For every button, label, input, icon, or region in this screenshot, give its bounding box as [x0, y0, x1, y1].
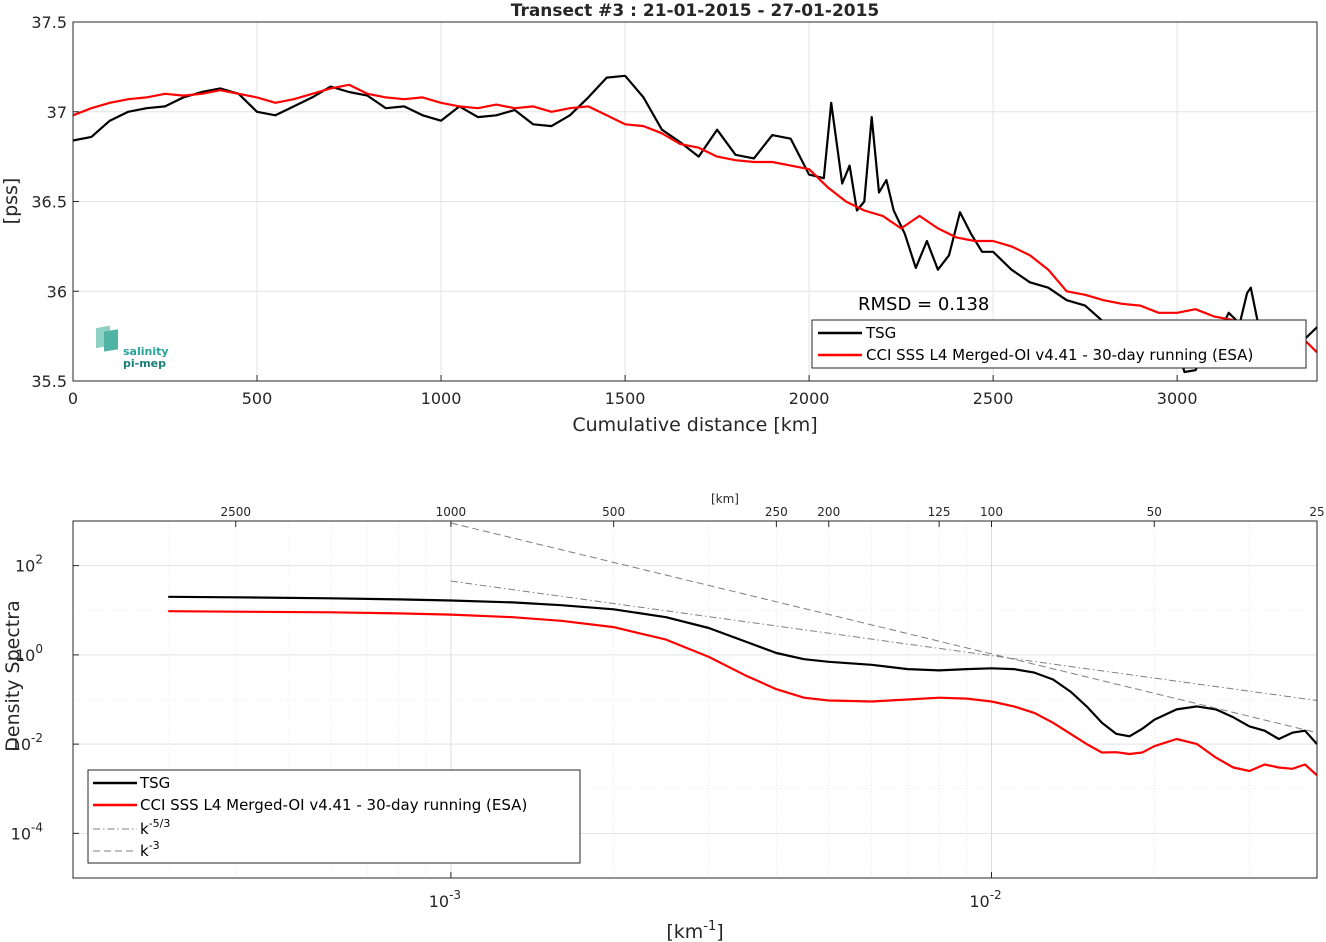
bottom-x-axis-label: [km-1]: [666, 919, 723, 942]
bottom-top-tick-label: 1000: [436, 505, 467, 519]
bottom-top-tick-label: 500: [602, 505, 625, 519]
bottom-legend-label-k53: k-5/3: [140, 817, 170, 838]
density-spectra-chart: 10-3 10-2 10-4 10-2 100 102 2500 1000 500 250 20…: [2, 492, 1325, 942]
top-x-tick-label: 1500: [605, 389, 646, 408]
bottom-top-tick-label: 2500: [220, 505, 251, 519]
top-y-ticks: 35.5 36 36.5 37 37.5: [31, 13, 79, 391]
k53-exp: -5/3: [149, 817, 171, 830]
bottom-legend: TSG CCI SSS L4 Merged-OI v4.41 - 30-day …: [87, 769, 581, 864]
top-chart-title: Transect #3 : 21-01-2015 - 27-01-2015: [511, 1, 880, 21]
bottom-series-group: [168, 522, 1318, 777]
salinity-pi-mep-logo: salinity pi-mep: [96, 325, 169, 370]
logo-text-salinity: salinity: [123, 345, 169, 358]
bottom-y-tick-label: 10-2: [11, 731, 43, 754]
rmsd-annotation: RMSD = 0.138: [858, 294, 989, 315]
bottom-x-label-end: ]: [716, 921, 723, 942]
bottom-x-label-main: [km: [666, 921, 703, 942]
bottom-y-axis-label: Density Spectra: [2, 600, 24, 751]
top-x-tick-label: 0: [68, 389, 78, 408]
top-y-tick-label: 36: [47, 282, 67, 301]
top-legend-label-tsg: TSG: [865, 324, 896, 342]
bottom-top-axis-ticks: 2500 1000 500 250 200 125 100 50 25: [220, 505, 1325, 527]
top-axis-km-label: [km]: [711, 492, 739, 506]
top-series-cci-line: [72, 83, 1318, 354]
bottom-top-tick-label: 50: [1147, 505, 1162, 519]
top-x-tick-label: 2000: [789, 389, 830, 408]
bottom-legend-label-cci: CCI SSS L4 Merged-OI v4.41 - 30-day runn…: [140, 796, 527, 814]
bottom-top-tick-label: 25: [1309, 505, 1324, 519]
top-x-axis-label: Cumulative distance [km]: [572, 414, 817, 436]
top-legend: TSG CCI SSS L4 Merged-OI v4.41 - 30-day …: [811, 319, 1307, 369]
bottom-x-ticks: 10-3 10-2: [429, 872, 1002, 911]
bottom-series-k53-line: [450, 580, 1318, 701]
bottom-x-tick-label: 10-3: [429, 888, 461, 911]
top-y-tick-label: 37.5: [31, 13, 67, 32]
top-y-tick-label: 36.5: [31, 193, 67, 212]
k3-exp: -3: [149, 839, 160, 852]
bottom-x-label-sup: -1: [703, 919, 716, 934]
bottom-series-tsg-line: [168, 595, 1318, 745]
bottom-series-cci-line: [168, 610, 1318, 777]
top-x-tick-label: 2500: [973, 389, 1014, 408]
top-legend-box: [811, 319, 1307, 369]
bottom-legend-label-k3: k-3: [140, 839, 160, 860]
bottom-top-tick-label: 100: [980, 505, 1003, 519]
bottom-series-k3-line: [450, 522, 1318, 734]
bottom-top-tick-label: 125: [928, 505, 951, 519]
bottom-legend-label-tsg: TSG: [139, 774, 170, 792]
k53-base: k: [140, 820, 149, 838]
bottom-top-tick-label: 250: [765, 505, 788, 519]
bottom-y-ticks: 10-4 10-2 100 102: [11, 553, 79, 843]
logo-mark-front: [104, 329, 118, 352]
bottom-plot-frame: [72, 520, 1318, 879]
top-x-tick-label: 500: [242, 389, 273, 408]
bottom-x-tick-label: 10-2: [969, 888, 1001, 911]
bottom-legend-box: [87, 769, 581, 864]
logo-text-pimep: pi-mep: [123, 357, 166, 370]
salinity-transect-chart: 0 500 1000 1500 2000 2500 3000 35.5 36 36.5 37 37.…: [0, 1, 1318, 436]
top-y-tick-label: 35.5: [31, 372, 67, 391]
bottom-y-tick-label: 10-4: [11, 820, 43, 843]
bottom-y-tick-label: 100: [15, 642, 43, 665]
top-x-ticks: 0 500 1000 1500 2000 2500 3000: [68, 375, 1198, 408]
top-x-tick-label: 3000: [1157, 389, 1198, 408]
bottom-y-tick-label: 102: [15, 553, 43, 576]
bottom-top-tick-label: 200: [817, 505, 840, 519]
top-y-tick-label: 37: [47, 103, 67, 122]
k3-base: k: [140, 842, 149, 860]
top-legend-label-cci: CCI SSS L4 Merged-OI v4.41 - 30-day runn…: [866, 346, 1253, 364]
top-y-axis-label: [pss]: [0, 178, 22, 225]
top-x-tick-label: 1000: [421, 389, 462, 408]
